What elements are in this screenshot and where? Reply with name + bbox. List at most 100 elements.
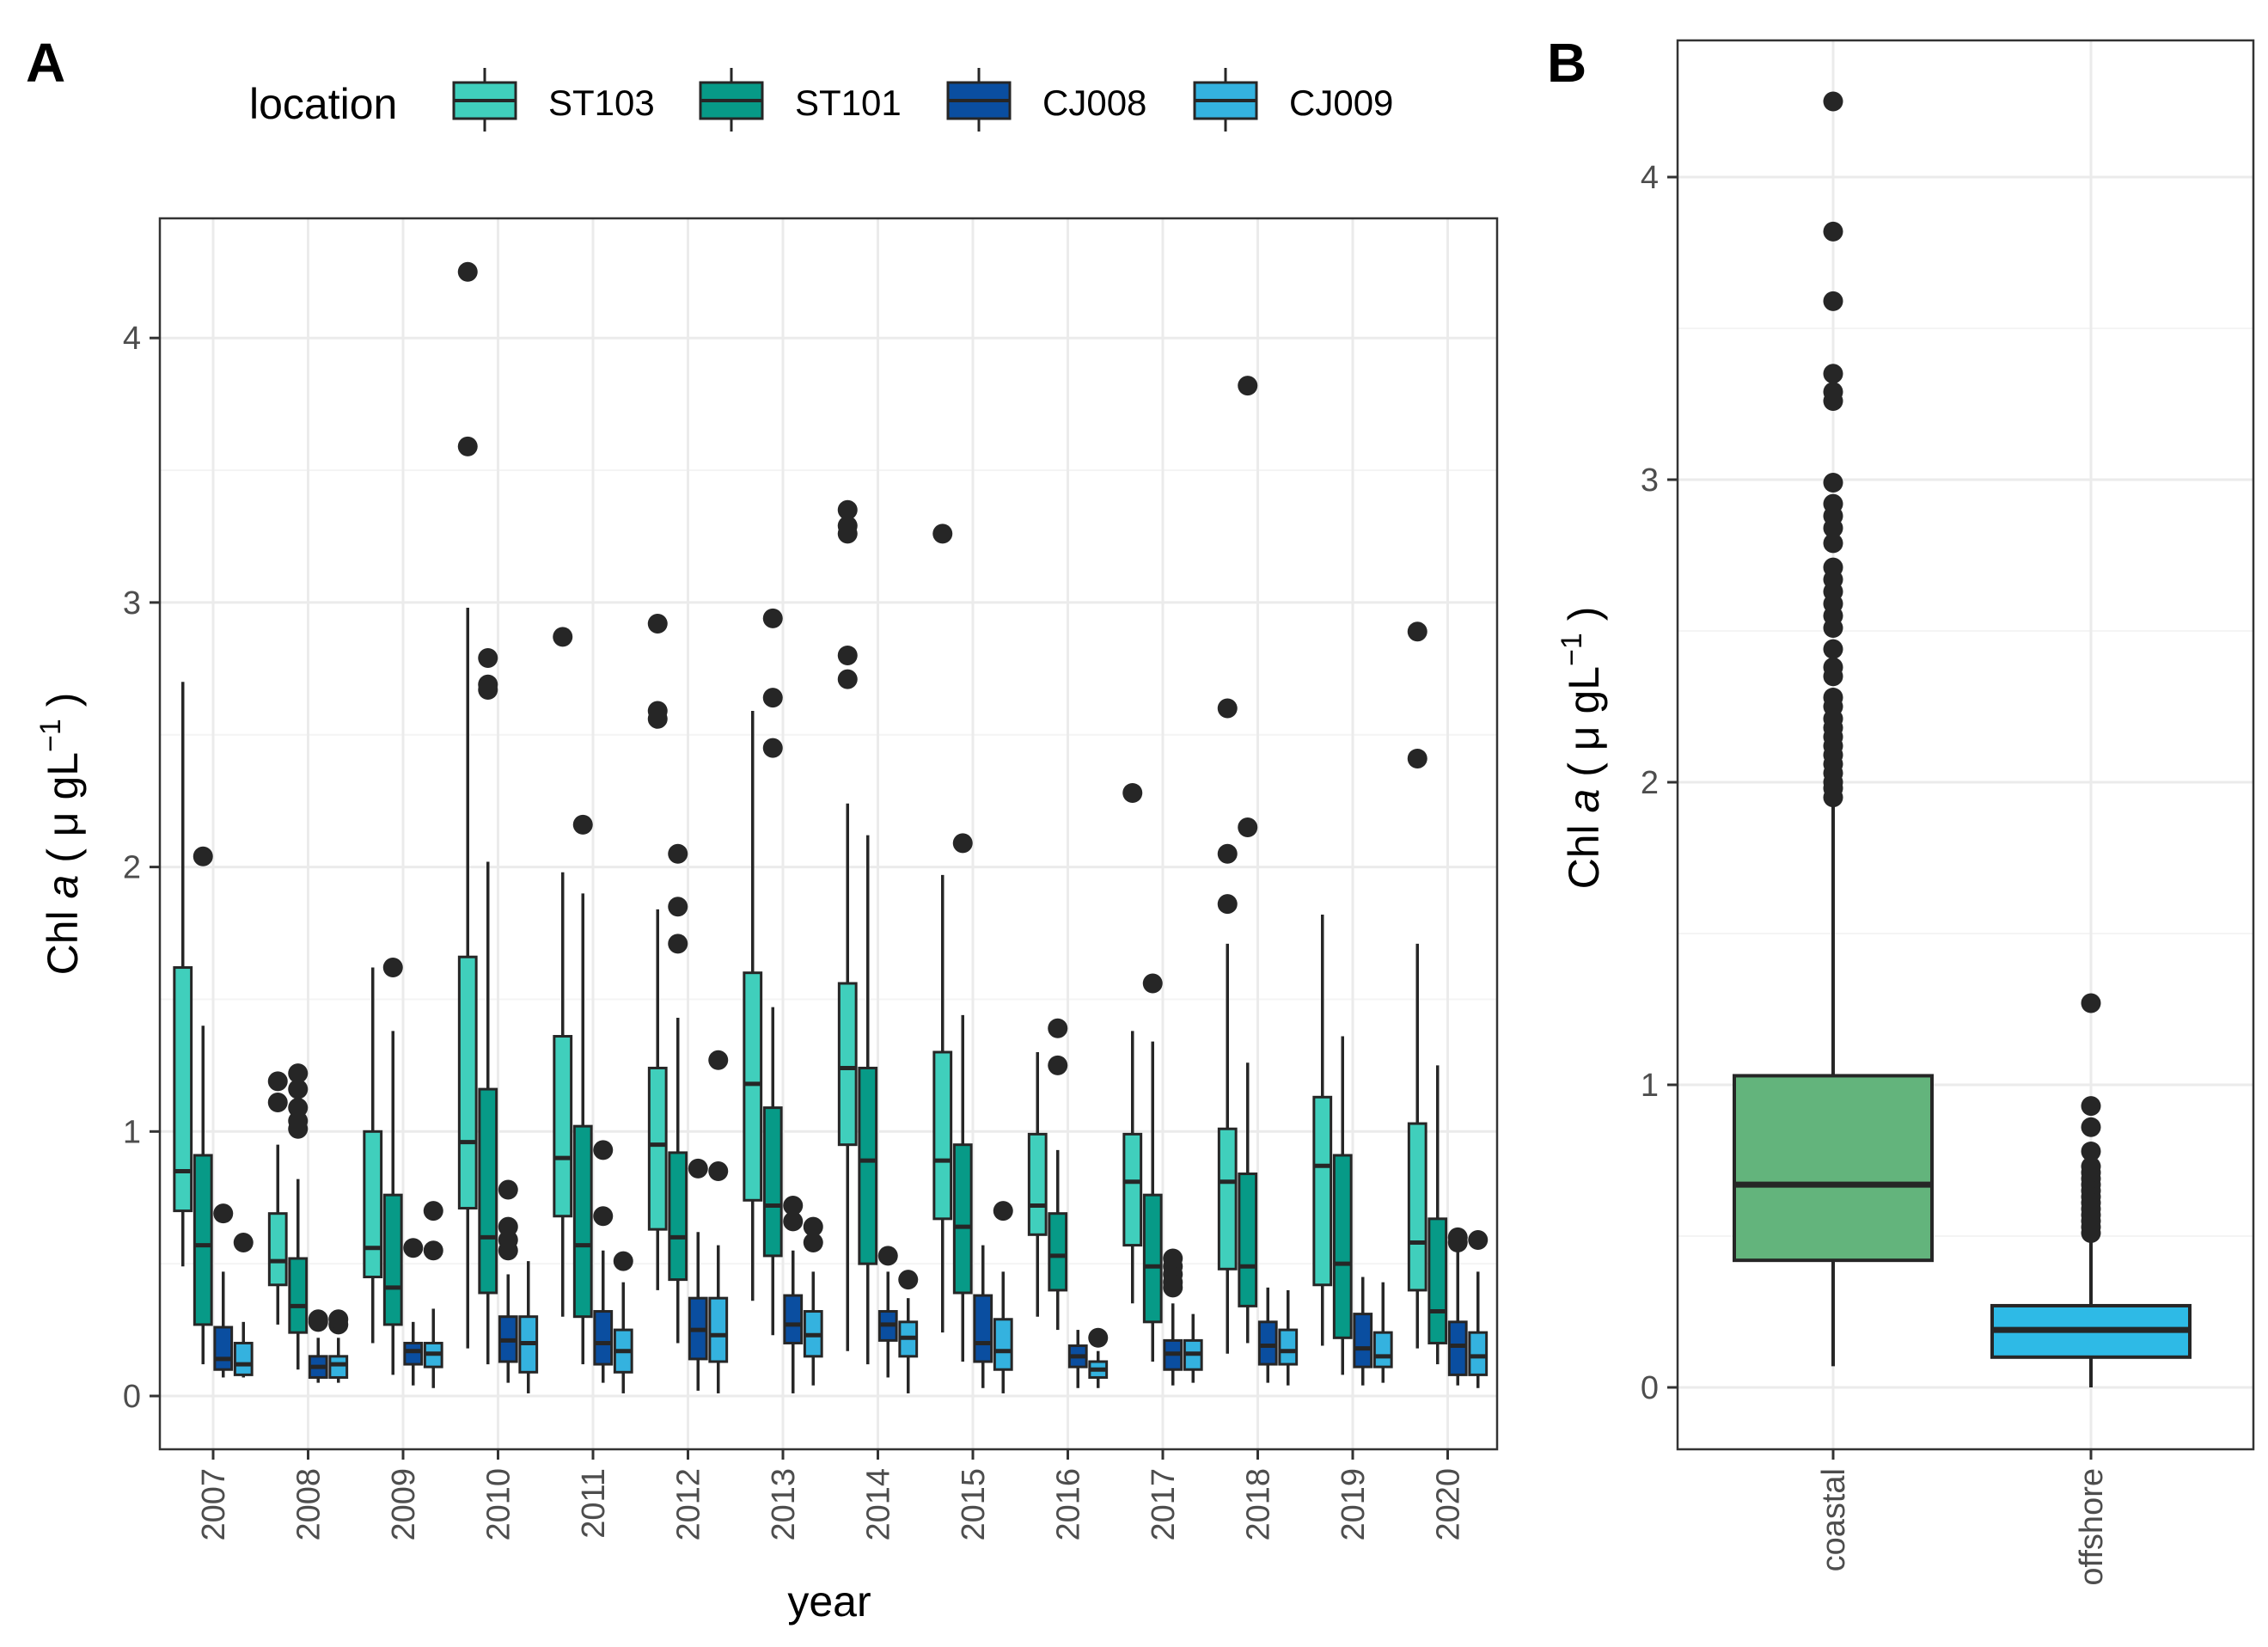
outlier-point-cj008	[213, 1203, 234, 1224]
panel-a-x-axis-title: year	[787, 1577, 871, 1626]
legend-item-st101: ST101	[699, 68, 902, 132]
panel-a-y-tick-label: 4	[123, 321, 141, 357]
panel-a-ylabel-prefix: Chl	[39, 898, 87, 975]
box-cj008	[213, 1326, 234, 1371]
panel-a-grid	[160, 218, 1497, 1449]
outlier-point-offshore	[2081, 1117, 2101, 1137]
panel-b-label: B	[1547, 32, 1586, 94]
outlier-point-st103	[457, 436, 478, 456]
legend-item-cj008: CJ008	[946, 68, 1146, 132]
outlier-point-cj008	[688, 1158, 708, 1179]
panel-a-x-tick-label: 2013	[766, 1468, 802, 1541]
box-st101	[193, 1154, 213, 1326]
box-cj009	[328, 1355, 349, 1379]
box-st103	[932, 1050, 953, 1221]
panel-b-x-tick-label-coastal: coastal	[1816, 1468, 1852, 1571]
panel-a-boxes	[173, 261, 1489, 1393]
outlier-point-cj009	[993, 1201, 1013, 1221]
outlier-point-cj009	[233, 1233, 254, 1253]
outlier-point-st103	[1122, 782, 1143, 803]
panel-a-y-tick-label: 2	[123, 850, 141, 886]
box-st101	[668, 1151, 688, 1282]
outlier-point-st103	[1407, 748, 1427, 768]
panel-b-y-tick-label: 0	[1641, 1370, 1659, 1406]
outlier-point-coastal	[1823, 493, 1843, 514]
box-cj008	[1257, 1320, 1278, 1366]
outlier-point-cj008	[498, 1179, 518, 1200]
outlier-point-cj009	[1468, 1229, 1489, 1250]
box-st101	[858, 1066, 878, 1265]
panel-a-x-tick-label: 2011	[576, 1468, 612, 1539]
year-group-2019	[1312, 914, 1393, 1386]
box-cj009	[1372, 1331, 1393, 1368]
outlier-point-st101	[668, 897, 688, 917]
panel-b-y-axis-title: Chl a ( μ gL−1 )	[1556, 607, 1608, 890]
box-cj009	[1468, 1331, 1489, 1376]
year-group-2013	[743, 608, 823, 1393]
panel-a-x-tick-label: 2007	[196, 1468, 232, 1541]
outlier-point-cj008	[783, 1195, 804, 1215]
panel-a-y-ticks: 0 1 2 3 4	[123, 321, 160, 1415]
outlier-point-st101	[478, 674, 498, 695]
box-cj008	[403, 1341, 424, 1366]
year-group-2020	[1407, 621, 1489, 1388]
year-group-2015	[932, 523, 1013, 1393]
outlier-point-coastal	[1823, 382, 1843, 402]
panel-b-y-tick-label: 2	[1641, 765, 1659, 801]
box-st101	[382, 1193, 403, 1326]
outlier-point-cj009	[708, 1050, 729, 1070]
panel-b-y-ticks: 0 1 2 3 4	[1641, 160, 1678, 1406]
outlier-point-cj008	[593, 1140, 614, 1160]
outlier-point-cj008	[783, 1211, 804, 1232]
panel-a-x-tick-label: 2014	[861, 1468, 897, 1541]
year-group-2008	[267, 1063, 349, 1383]
panel-a-ylabel-sup: −1	[34, 719, 67, 752]
outlier-point-cj009	[708, 1160, 729, 1181]
box-cj008	[783, 1294, 804, 1344]
year-group-2018	[1217, 376, 1299, 1386]
panel-a-border	[158, 217, 1499, 1451]
panel-a-ylabel-close: )	[39, 693, 87, 719]
outlier-point-cj009	[423, 1240, 443, 1261]
legend-label-cj008: CJ008	[1042, 83, 1146, 123]
box-st103	[267, 1212, 288, 1287]
box-st101	[572, 1124, 593, 1319]
box-coastal	[1733, 1074, 1934, 1263]
outlier-point-st101	[288, 1079, 309, 1099]
box-cj008	[1447, 1320, 1468, 1376]
box-st101	[1048, 1212, 1068, 1292]
box-st103	[1122, 1132, 1143, 1247]
box-st103	[743, 971, 763, 1202]
legend-label-st103: ST103	[548, 83, 655, 123]
panel-a-x-tick-label: 2019	[1336, 1468, 1372, 1541]
outlier-point-st103	[1217, 698, 1238, 719]
box-st101	[952, 1143, 973, 1295]
year-group-2011	[553, 627, 633, 1393]
outlier-point-st101	[572, 814, 593, 835]
panel-a-label: A	[26, 32, 65, 94]
outlier-point-coastal	[1823, 221, 1843, 242]
outlier-point-st101	[1238, 817, 1258, 837]
panel-b-ylabel-italic: a	[1560, 789, 1608, 813]
outlier-point-cj009	[898, 1270, 919, 1290]
outlier-point-offshore	[2081, 1156, 2101, 1177]
panel-a-x-tick-label: 2016	[1051, 1468, 1087, 1541]
panel-b-x-ticks: coastal offshore	[1816, 1449, 2110, 1586]
box-cj009	[993, 1318, 1013, 1371]
outlier-point-coastal	[1823, 91, 1843, 112]
outlier-point-st103	[837, 645, 858, 665]
outlier-point-coastal	[1823, 473, 1843, 493]
outlier-point-st103	[647, 701, 668, 721]
outlier-point-st101	[193, 846, 213, 866]
box-st103	[457, 955, 478, 1210]
outlier-point-cj008	[1163, 1248, 1183, 1269]
outlier-point-st103	[647, 614, 668, 634]
outlier-point-offshore	[2081, 1096, 2101, 1117]
panel-b-border	[1676, 39, 2255, 1451]
outlier-point-coastal	[1823, 364, 1843, 384]
year-group-2016	[1027, 1018, 1109, 1388]
outlier-point-cj008	[403, 1238, 424, 1258]
box-st101	[762, 1106, 783, 1258]
box-st103	[363, 1130, 383, 1279]
box-st101	[1427, 1217, 1448, 1344]
